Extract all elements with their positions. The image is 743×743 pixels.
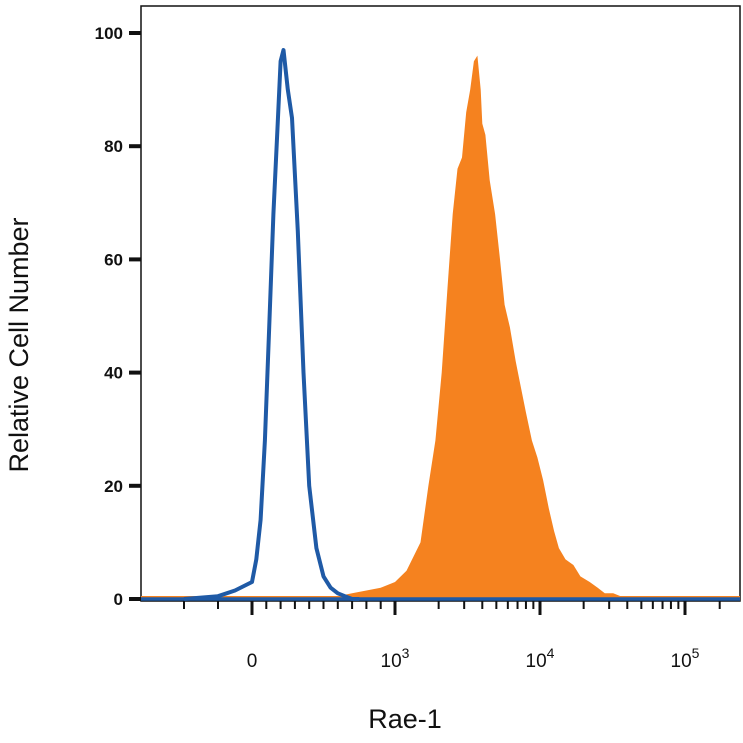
plot-frame [140, 5, 741, 602]
x-tick-label: 103 [381, 645, 410, 672]
y-tick-label: 60 [104, 250, 123, 269]
y-axis-title: Relative Cell Number [4, 217, 34, 472]
y-tick-label: 20 [104, 477, 123, 496]
x-tick-label: 105 [671, 645, 700, 672]
x-axis-title: Rae-1 [368, 704, 442, 734]
y-tick-label: 80 [104, 137, 123, 156]
plot-area: 0 20 40 60 80 100 0 103 104 105 [95, 5, 741, 672]
y-tick-label: 40 [104, 364, 123, 383]
y-tick-label: 0 [114, 590, 123, 609]
x-tick-label: 0 [247, 651, 258, 672]
y-tick-label: 100 [95, 24, 123, 43]
series-1-outline-histogram [183, 48, 360, 601]
series-0-filled-histogram [323, 55, 642, 600]
x-tick-label: 104 [526, 645, 555, 672]
